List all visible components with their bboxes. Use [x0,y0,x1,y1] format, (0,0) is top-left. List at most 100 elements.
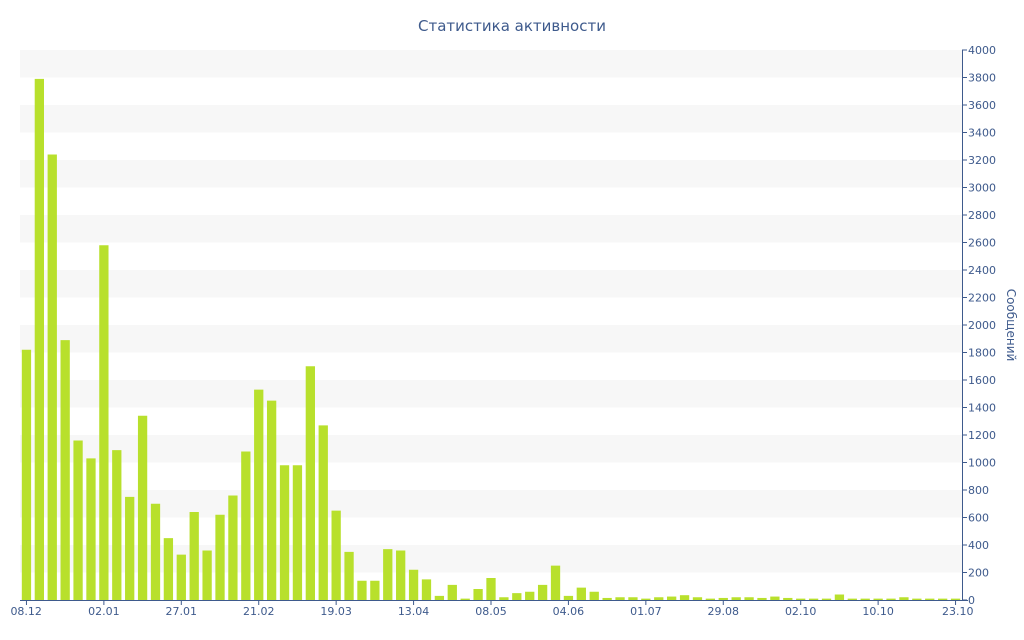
bar [460,598,470,601]
bar [654,597,664,600]
bar [486,578,496,600]
bar [783,597,793,600]
bar [370,580,380,600]
bar [628,597,638,600]
bar-series [21,78,961,601]
y-axis-label: Сообщений [1004,289,1018,362]
y-tick-label: 2400 [968,264,996,277]
bar [950,598,961,601]
bar [176,554,186,601]
grid-band [20,160,962,188]
bar [112,450,122,601]
bar [241,451,251,600]
bar [279,465,290,600]
y-tick-label: 600 [968,512,989,525]
y-tick-label: 1600 [968,374,996,387]
bar [434,595,445,601]
grid-band [20,435,962,463]
y-tick-label: 3800 [968,72,996,85]
bar [563,595,574,601]
grid-band [20,545,962,573]
bar [731,597,741,600]
bar [512,593,522,601]
bar [228,495,238,600]
bar [344,551,354,601]
x-tick-label: 04.06 [553,605,585,618]
bar [447,584,457,601]
bar [202,550,212,600]
x-tick-label: 02.10 [785,605,817,618]
bar [718,597,728,600]
bar [305,366,315,600]
bar [125,496,135,601]
y-tick-label: 400 [968,539,989,552]
y-tick-label: 3600 [968,99,996,112]
bar [254,389,264,601]
grid-bands [20,50,962,573]
y-tick-label: 0 [968,594,975,607]
bar [99,245,109,600]
bar [834,594,845,600]
bar [408,569,419,600]
bar [796,598,806,601]
x-tick-label: 23.10 [942,605,974,618]
y-tick-label: 800 [968,484,989,497]
x-tick-label: 19.03 [320,605,352,618]
x-tick-label: 01.07 [630,605,662,618]
bar [137,415,148,600]
grid-band [20,380,962,408]
y-tick-label: 3000 [968,182,996,195]
x-tick-label: 02.01 [88,605,120,618]
x-axis-ticks: 08.12 02.01 27.01 21.02 19.03 13.04 08.05 04.06… [10,600,974,618]
bar [421,579,432,601]
y-axis-ticks: 0 200 400 600 800 1000 1200 1400 1600 1800 2000 220… [962,44,996,607]
grid-band [20,50,962,78]
bar [292,465,303,600]
y-tick-label: 4000 [968,44,996,57]
bar [821,598,832,601]
y-tick-label: 1200 [968,429,996,442]
bar [886,598,896,601]
bar [331,510,341,601]
bar [266,400,277,601]
bar [808,598,819,601]
y-tick-label: 1400 [968,402,996,415]
bar [318,425,328,601]
x-tick-label: 10.10 [862,605,894,618]
bar [150,503,161,600]
bar [215,514,225,600]
bar [396,550,406,600]
x-tick-label: 21.02 [243,605,275,618]
bar [938,598,948,601]
bar [667,596,677,600]
bar [860,598,870,601]
x-tick-label: 29.08 [708,605,740,618]
bar [357,580,367,600]
bar [641,598,651,601]
bar [589,591,599,600]
bar [189,512,199,600]
bar [34,78,44,601]
bar [925,598,935,601]
bar [757,597,767,600]
bar [47,154,57,600]
bar [86,458,96,601]
y-tick-label: 3200 [968,154,996,167]
bar [576,587,586,601]
x-tick-label: 08.12 [10,605,42,618]
bar [705,598,716,601]
bar [912,598,922,601]
bar [21,349,32,600]
bar [473,589,483,600]
grid-band [20,325,962,353]
bar [847,598,857,601]
y-tick-label: 2200 [968,292,996,305]
y-tick-label: 2600 [968,237,996,250]
bar [679,595,690,600]
y-tick-label: 200 [968,567,989,580]
bar [499,597,509,600]
bar [73,440,83,600]
bar [525,591,535,600]
grid-band [20,270,962,298]
